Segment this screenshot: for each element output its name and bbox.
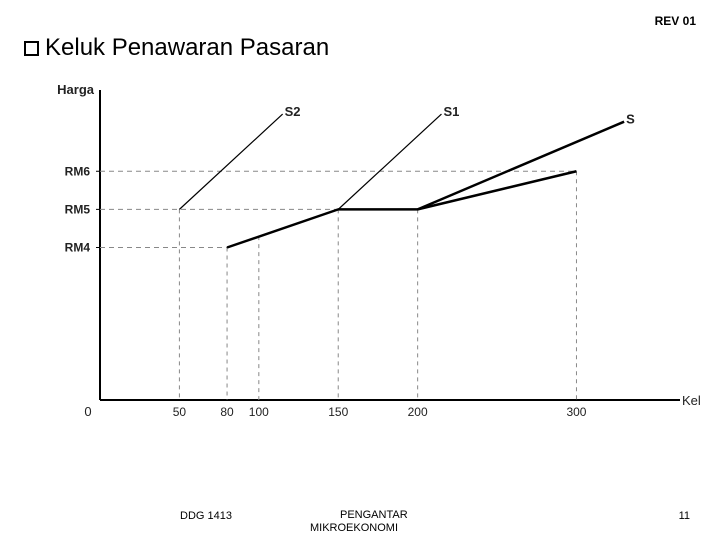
svg-text:Keluaran: Keluaran xyxy=(682,393,700,408)
svg-text:80: 80 xyxy=(220,405,234,419)
svg-text:Harga: Harga xyxy=(57,82,95,97)
svg-text:S2: S2 xyxy=(285,104,301,119)
svg-text:S: S xyxy=(626,112,635,127)
svg-text:0: 0 xyxy=(84,404,91,419)
slide-title: Keluk Penawaran Pasaran xyxy=(24,34,329,62)
svg-text:RM5: RM5 xyxy=(65,202,91,216)
page-number: 11 xyxy=(679,510,690,522)
revision-label: REV 01 xyxy=(655,14,696,28)
svg-text:200: 200 xyxy=(408,405,428,419)
footer-text-1: PENGANTAR xyxy=(340,509,408,522)
title-text: Keluk Penawaran Pasaran xyxy=(45,34,329,61)
svg-text:100: 100 xyxy=(249,405,269,419)
course-code: DDG 1413 xyxy=(180,510,232,522)
supply-curve-chart: Harga Keluaran 0 RM6 RM5 RM4 50 80 100 150 200 300 S… xyxy=(20,80,700,440)
bullet-square-icon xyxy=(24,41,39,56)
svg-text:300: 300 xyxy=(566,405,586,419)
svg-text:S1: S1 xyxy=(443,104,459,119)
footer-text-2: MIKROEKONOMI xyxy=(310,522,398,534)
svg-text:RM6: RM6 xyxy=(65,164,91,178)
svg-text:50: 50 xyxy=(173,405,187,419)
svg-text:150: 150 xyxy=(328,405,348,419)
svg-text:RM4: RM4 xyxy=(65,241,91,255)
